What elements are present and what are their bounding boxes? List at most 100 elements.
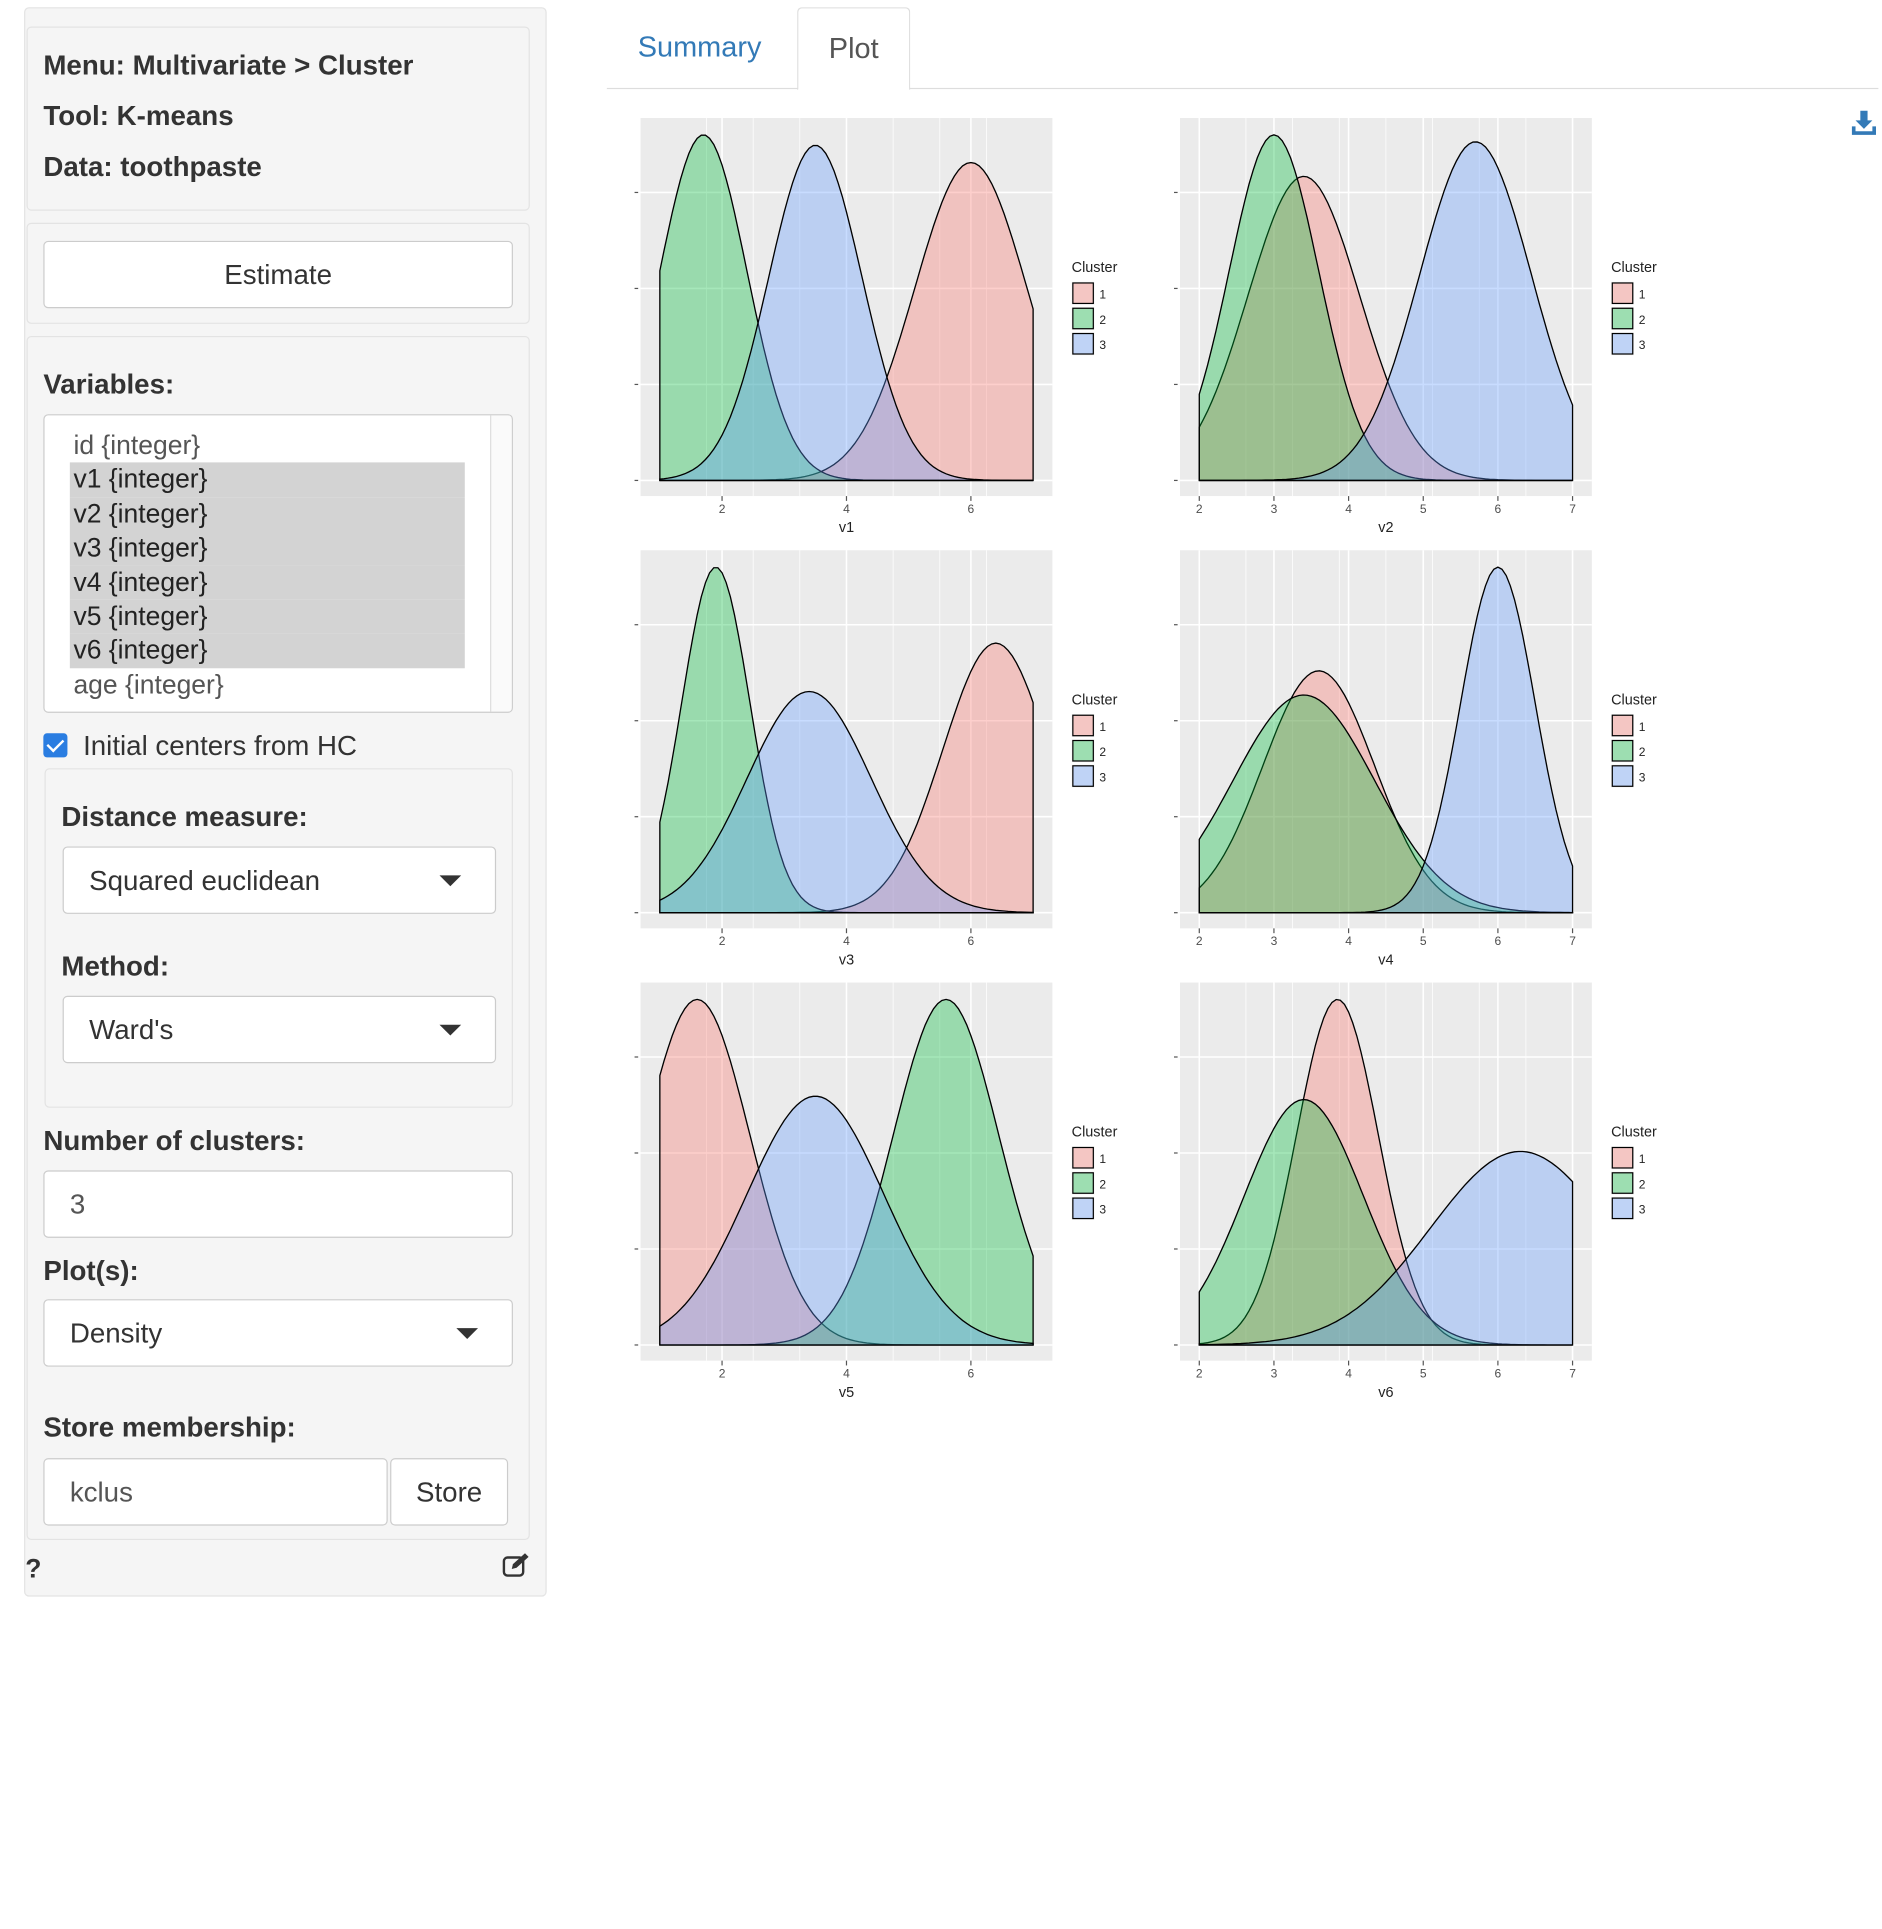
- x-axis-label: v3: [839, 952, 854, 968]
- density-cluster-3: [1199, 566, 1574, 914]
- legend-key-bg: [1611, 764, 1634, 788]
- variable-option[interactable]: v6 {integer}: [69, 633, 465, 669]
- x-tick-label: 2: [1196, 934, 1203, 948]
- x-tick-label: 6: [968, 1366, 975, 1380]
- legend-swatch-2: [1072, 1172, 1094, 1194]
- density-cluster-3: [659, 1095, 1034, 1346]
- legend-label: 3: [1099, 338, 1106, 352]
- density-cluster-3: [659, 690, 1034, 914]
- x-axis-label: v1: [839, 520, 854, 536]
- tab-bar: Summary Plot: [606, 7, 1879, 91]
- legend-label: 2: [1099, 745, 1106, 759]
- legend-swatch-3: [1072, 1197, 1094, 1220]
- legend-key-bg: [1071, 739, 1095, 763]
- variables-label: Variables:: [43, 368, 175, 400]
- variables-list[interactable]: id {integer} v1 {integer} v2 {integer} v3 {…: [43, 414, 513, 713]
- tab-plot[interactable]: Plot: [797, 7, 911, 91]
- distance-select[interactable]: Squared euclidean: [62, 846, 497, 914]
- x-tick-label: 4: [1345, 934, 1352, 948]
- chevron-down-icon: [456, 1328, 479, 1339]
- x-tick-label: 2: [719, 934, 726, 948]
- plots-value: Density: [69, 1317, 163, 1349]
- legend-swatch-1: [1611, 714, 1634, 737]
- legend-title: Cluster: [1611, 260, 1657, 276]
- legend-key-bg: [1071, 332, 1095, 356]
- download-icon[interactable]: [1849, 108, 1878, 137]
- variable-option[interactable]: v3 {integer}: [69, 531, 465, 566]
- tab-summary[interactable]: Summary: [637, 31, 762, 64]
- variable-option[interactable]: age {integer}: [73, 669, 224, 700]
- method-value: Ward's: [89, 1013, 174, 1046]
- hc-checkbox[interactable]: [43, 733, 68, 758]
- legend-label: 1: [1099, 288, 1106, 302]
- x-axis-label: v4: [1378, 952, 1393, 968]
- x-tick-label: 4: [843, 502, 850, 516]
- variable-option[interactable]: v2 {integer}: [69, 497, 465, 532]
- legend-key-bg: [1071, 1171, 1095, 1195]
- x-tick-label: 4: [843, 934, 850, 948]
- legend-swatch-1: [1611, 1146, 1634, 1169]
- legend-label: 3: [1639, 1203, 1646, 1217]
- legend-swatch-3: [1611, 765, 1634, 787]
- legend-label: 3: [1639, 770, 1646, 784]
- method-select[interactable]: Ward's: [62, 995, 497, 1064]
- legend-label: 2: [1639, 745, 1646, 759]
- settings-panel: Variables: id {integer} v1 {integer} v2 {i…: [26, 335, 530, 1541]
- x-tick-label: 6: [1495, 502, 1502, 516]
- store-button[interactable]: Store: [390, 1458, 509, 1526]
- x-tick-label: 4: [1345, 1366, 1352, 1380]
- x-tick-label: 4: [1345, 502, 1352, 516]
- legend-key-bg: [1071, 1196, 1095, 1220]
- legend-title: Cluster: [1611, 692, 1657, 708]
- x-tick-label: 7: [1569, 1366, 1576, 1380]
- x-tick-label: 5: [1420, 934, 1427, 948]
- variable-option[interactable]: v1 {integer}: [69, 462, 465, 498]
- hc-checkbox-label: Initial centers from HC: [83, 729, 358, 761]
- x-tick-label: 4: [843, 1366, 850, 1380]
- edit-report-icon[interactable]: [502, 1552, 531, 1578]
- variable-option[interactable]: v5 {integer}: [69, 599, 465, 634]
- method-label: Method:: [61, 950, 170, 982]
- legend-label: 1: [1639, 720, 1646, 734]
- variable-option[interactable]: v4 {integer}: [69, 565, 465, 600]
- store-label: Store membership:: [43, 1411, 296, 1443]
- legend-swatch-2: [1072, 307, 1094, 330]
- variable-option[interactable]: id {integer}: [73, 429, 201, 460]
- x-tick-label: 6: [1495, 1366, 1502, 1380]
- legend-label: 1: [1639, 1152, 1646, 1166]
- help-icon[interactable]: ?: [25, 1553, 42, 1584]
- nclus-label: Number of clusters:: [43, 1124, 305, 1156]
- variables-scrollbar[interactable]: [490, 415, 512, 712]
- estimate-button[interactable]: Estimate: [43, 240, 513, 309]
- density-cluster-3: [1199, 141, 1574, 482]
- x-tick-label: 3: [1271, 1366, 1278, 1380]
- legend-title: Cluster: [1072, 260, 1118, 276]
- plots-select[interactable]: Density: [43, 1299, 513, 1367]
- legend-swatch-3: [1072, 765, 1094, 787]
- x-tick-label: 2: [719, 502, 726, 516]
- legend-key-bg: [1611, 281, 1634, 305]
- x-tick-label: 6: [968, 502, 975, 516]
- legend-swatch-1: [1072, 282, 1094, 305]
- x-axis-label: v2: [1378, 520, 1393, 536]
- legend-swatch-3: [1072, 332, 1094, 355]
- density-panel-v6: 2 3 4 5 6 7 v6 Cluster 1 2 3: [1173, 982, 1657, 1401]
- legend-swatch-2: [1611, 307, 1634, 330]
- store-input[interactable]: kclus: [43, 1458, 388, 1526]
- density-panel-v4: 2 3 4 5 6 7 v4 Cluster 1 2 3: [1173, 550, 1657, 968]
- density-panel-v1: 2 4 6 v1 Cluster 1 2 3: [634, 118, 1118, 536]
- legend-swatch-1: [1072, 1146, 1094, 1169]
- estimate-panel: Estimate: [26, 222, 530, 324]
- nclus-input[interactable]: 3: [43, 1170, 513, 1238]
- legend-key-bg: [1071, 764, 1095, 788]
- legend-key-bg: [1071, 307, 1095, 330]
- legend-swatch-2: [1611, 739, 1634, 762]
- chevron-down-icon: [439, 1024, 462, 1036]
- x-tick-label: 2: [1196, 502, 1203, 516]
- distance-label: Distance measure:: [61, 800, 308, 833]
- legend-key-bg: [1071, 281, 1095, 305]
- tool-name: Tool: K-means: [43, 99, 234, 132]
- density-cluster-2: [1198, 694, 1574, 914]
- legend-key-bg: [1611, 739, 1634, 763]
- legend-title: Cluster: [1072, 1125, 1118, 1141]
